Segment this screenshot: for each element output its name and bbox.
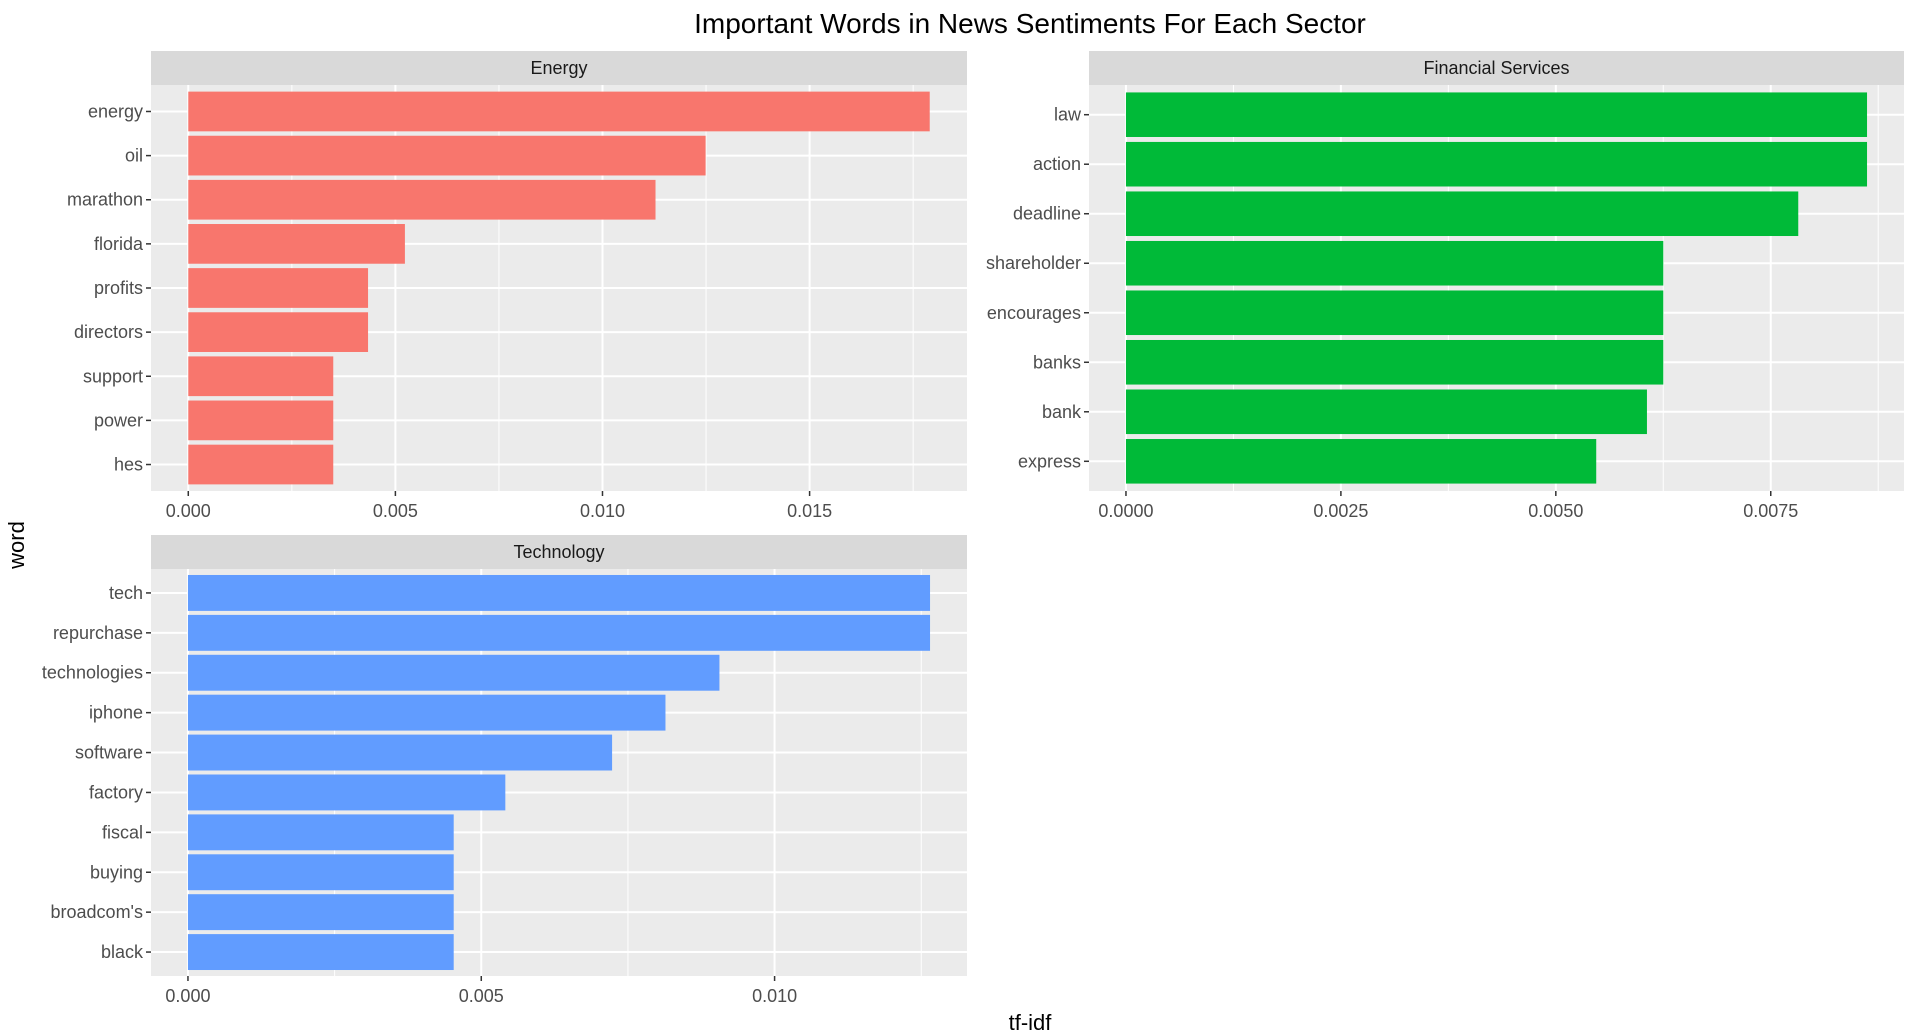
y-tick-label: oil <box>125 146 143 166</box>
x-tick-label: 0.010 <box>580 501 625 521</box>
y-tick-label: software <box>75 743 143 763</box>
bar-banks <box>1125 339 1664 385</box>
bar-black <box>187 934 454 971</box>
y-tick-label: factory <box>89 782 143 802</box>
y-tick-label: deadline <box>1013 204 1081 224</box>
bar-oil <box>188 135 706 176</box>
x-tick-label: 0.000 <box>165 986 210 1006</box>
bar-encourages <box>1125 290 1664 336</box>
bar-buying <box>187 854 454 891</box>
bar-action <box>1125 141 1868 187</box>
y-tick-label: buying <box>90 862 143 882</box>
y-tick-label: shareholder <box>986 253 1081 273</box>
y-tick-label: directors <box>74 322 143 342</box>
y-tick-label: black <box>101 942 144 962</box>
bar-shareholder <box>1125 240 1664 286</box>
bar-software <box>187 734 613 771</box>
x-tick-label: 0.005 <box>373 501 418 521</box>
y-tick-label: technologies <box>42 663 143 683</box>
y-tick-label: banks <box>1033 352 1081 372</box>
y-tick-label: hes <box>114 455 143 475</box>
bar-bank <box>1125 389 1647 435</box>
bar-tech <box>187 574 931 611</box>
y-tick-label: express <box>1018 451 1081 471</box>
x-tick-label: 0.005 <box>459 986 504 1006</box>
bar-florida <box>188 224 405 264</box>
bar-repurchase <box>187 614 931 651</box>
bar-express <box>1125 439 1597 484</box>
bar-law <box>1125 92 1868 137</box>
x-axis-title: tf-idf <box>1009 1010 1053 1035</box>
bar-technologies <box>187 654 720 691</box>
bar-directors <box>188 312 369 352</box>
facet-strip-label: Technology <box>513 542 604 562</box>
x-tick-label: 0.0050 <box>1528 501 1583 521</box>
facet-strip-financial-services <box>1089 51 1904 85</box>
bar-power <box>188 400 334 441</box>
bar-marathon <box>188 179 656 220</box>
facet-strip-technology <box>151 535 967 569</box>
y-tick-label: repurchase <box>53 623 143 643</box>
bar-energy <box>188 91 930 132</box>
bar-support <box>188 356 334 397</box>
x-tick-label: 0.015 <box>787 501 832 521</box>
bar-broadcom-s <box>187 894 454 931</box>
y-tick-label: marathon <box>67 190 143 210</box>
bar-profits <box>188 268 369 308</box>
facet-strip-label: Financial Services <box>1423 58 1569 78</box>
y-tick-label: florida <box>94 234 144 254</box>
x-tick-label: 0.0025 <box>1313 501 1368 521</box>
facet-panels: Energy energy oil marathon florida profits dir… <box>42 51 1904 1006</box>
y-tick-label: iphone <box>89 703 143 723</box>
facet-technology: Technology tech repurchase technologies ipho… <box>42 535 967 1006</box>
facet-strip-energy <box>151 51 967 85</box>
bar-hes <box>188 444 334 485</box>
bar-iphone <box>187 694 666 731</box>
y-tick-label: tech <box>109 583 143 603</box>
x-tick-label: 0.0075 <box>1743 501 1798 521</box>
y-tick-label: broadcom's <box>51 902 143 922</box>
y-axis-title: word <box>4 521 29 570</box>
bar-deadline <box>1125 191 1799 237</box>
bar-fiscal <box>187 814 454 851</box>
y-tick-label: bank <box>1042 402 1082 422</box>
y-tick-label: encourages <box>987 303 1081 323</box>
facet-energy: Energy energy oil marathon florida profits dir… <box>67 51 967 521</box>
y-tick-label: law <box>1054 105 1082 125</box>
chart-title: Important Words in News Sentiments For E… <box>694 8 1366 39</box>
bar-factory <box>187 774 506 811</box>
y-tick-label: support <box>83 366 143 386</box>
x-tick-label: 0.010 <box>752 986 797 1006</box>
y-tick-label: fiscal <box>102 822 143 842</box>
facet-strip-label: Energy <box>530 58 587 78</box>
y-tick-label: action <box>1033 154 1081 174</box>
y-tick-label: energy <box>88 101 143 121</box>
facet-financial-services: Financial Services law action deadline share… <box>986 51 1904 521</box>
y-tick-label: profits <box>94 278 143 298</box>
y-tick-label: power <box>94 410 143 430</box>
x-tick-label: 0.000 <box>166 501 211 521</box>
x-tick-label: 0.0000 <box>1098 501 1153 521</box>
